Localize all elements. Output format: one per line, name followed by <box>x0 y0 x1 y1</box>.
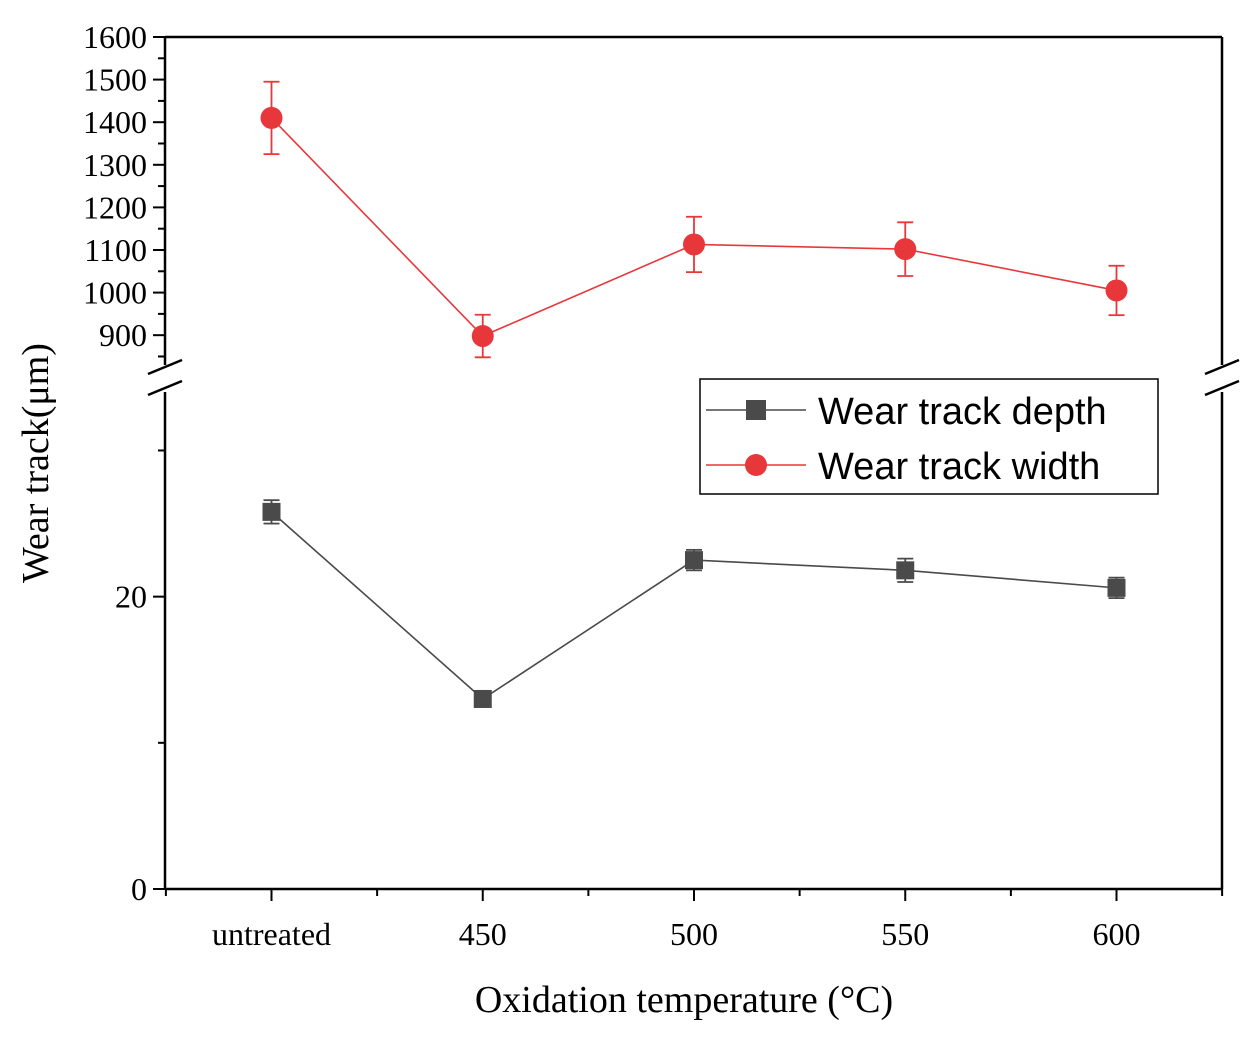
data-point-depth <box>1107 578 1126 597</box>
legend-width-marker <box>745 454 767 476</box>
y-tick-label-lower: 20 <box>115 579 147 615</box>
legend-width-label: Wear track width <box>818 446 1100 488</box>
y-tick-label-lower: 0 <box>131 871 147 907</box>
data-point-depth <box>262 502 281 521</box>
axis-break-right-1 <box>1204 358 1240 376</box>
legend-depth-label: Wear track depth <box>818 391 1107 433</box>
data-point-width <box>894 238 917 261</box>
legend-depth-marker <box>746 400 766 420</box>
x-axis-title: Oxidation temperature (°C) <box>475 979 893 1021</box>
legend: Wear track depth Wear track width <box>699 378 1159 495</box>
x-tick-label: 450 <box>459 916 507 952</box>
data-point-width <box>683 233 705 256</box>
data-point-width <box>1105 279 1128 302</box>
data-point-depth <box>685 551 703 570</box>
axis-break-right-2 <box>1204 379 1240 397</box>
y-tick-label-upper: 1200 <box>83 189 147 225</box>
x-tick-label: 500 <box>670 916 718 952</box>
y-tick-label-upper: 1500 <box>83 62 147 98</box>
axis-break-left-1 <box>147 358 183 376</box>
legend-box <box>699 378 1159 495</box>
data-point-depth <box>896 561 915 580</box>
y-axis-title: Wear track(μm) <box>15 343 57 583</box>
data-point-depth <box>473 689 492 708</box>
data-point-width <box>471 325 494 348</box>
series-layer <box>260 80 1128 708</box>
y-tick-label-upper: 1600 <box>83 19 147 55</box>
y-tick-label-upper: 1100 <box>84 232 147 268</box>
y-tick-label-upper: 1400 <box>83 104 147 140</box>
data-point-width <box>260 106 283 129</box>
axis-ticks: 900 1000 1100 1200 1300 1400 1500 1600 0 20 untrea… <box>83 19 1224 952</box>
y-tick-label-upper: 1300 <box>83 147 147 183</box>
x-tick-label: 600 <box>1093 916 1141 952</box>
axis-break-left-2 <box>147 379 183 397</box>
y-tick-label-upper: 1000 <box>83 275 147 311</box>
x-tick-label: 550 <box>881 916 929 952</box>
x-tick-label: untreated <box>212 916 331 952</box>
y-tick-label-upper: 900 <box>99 317 147 353</box>
